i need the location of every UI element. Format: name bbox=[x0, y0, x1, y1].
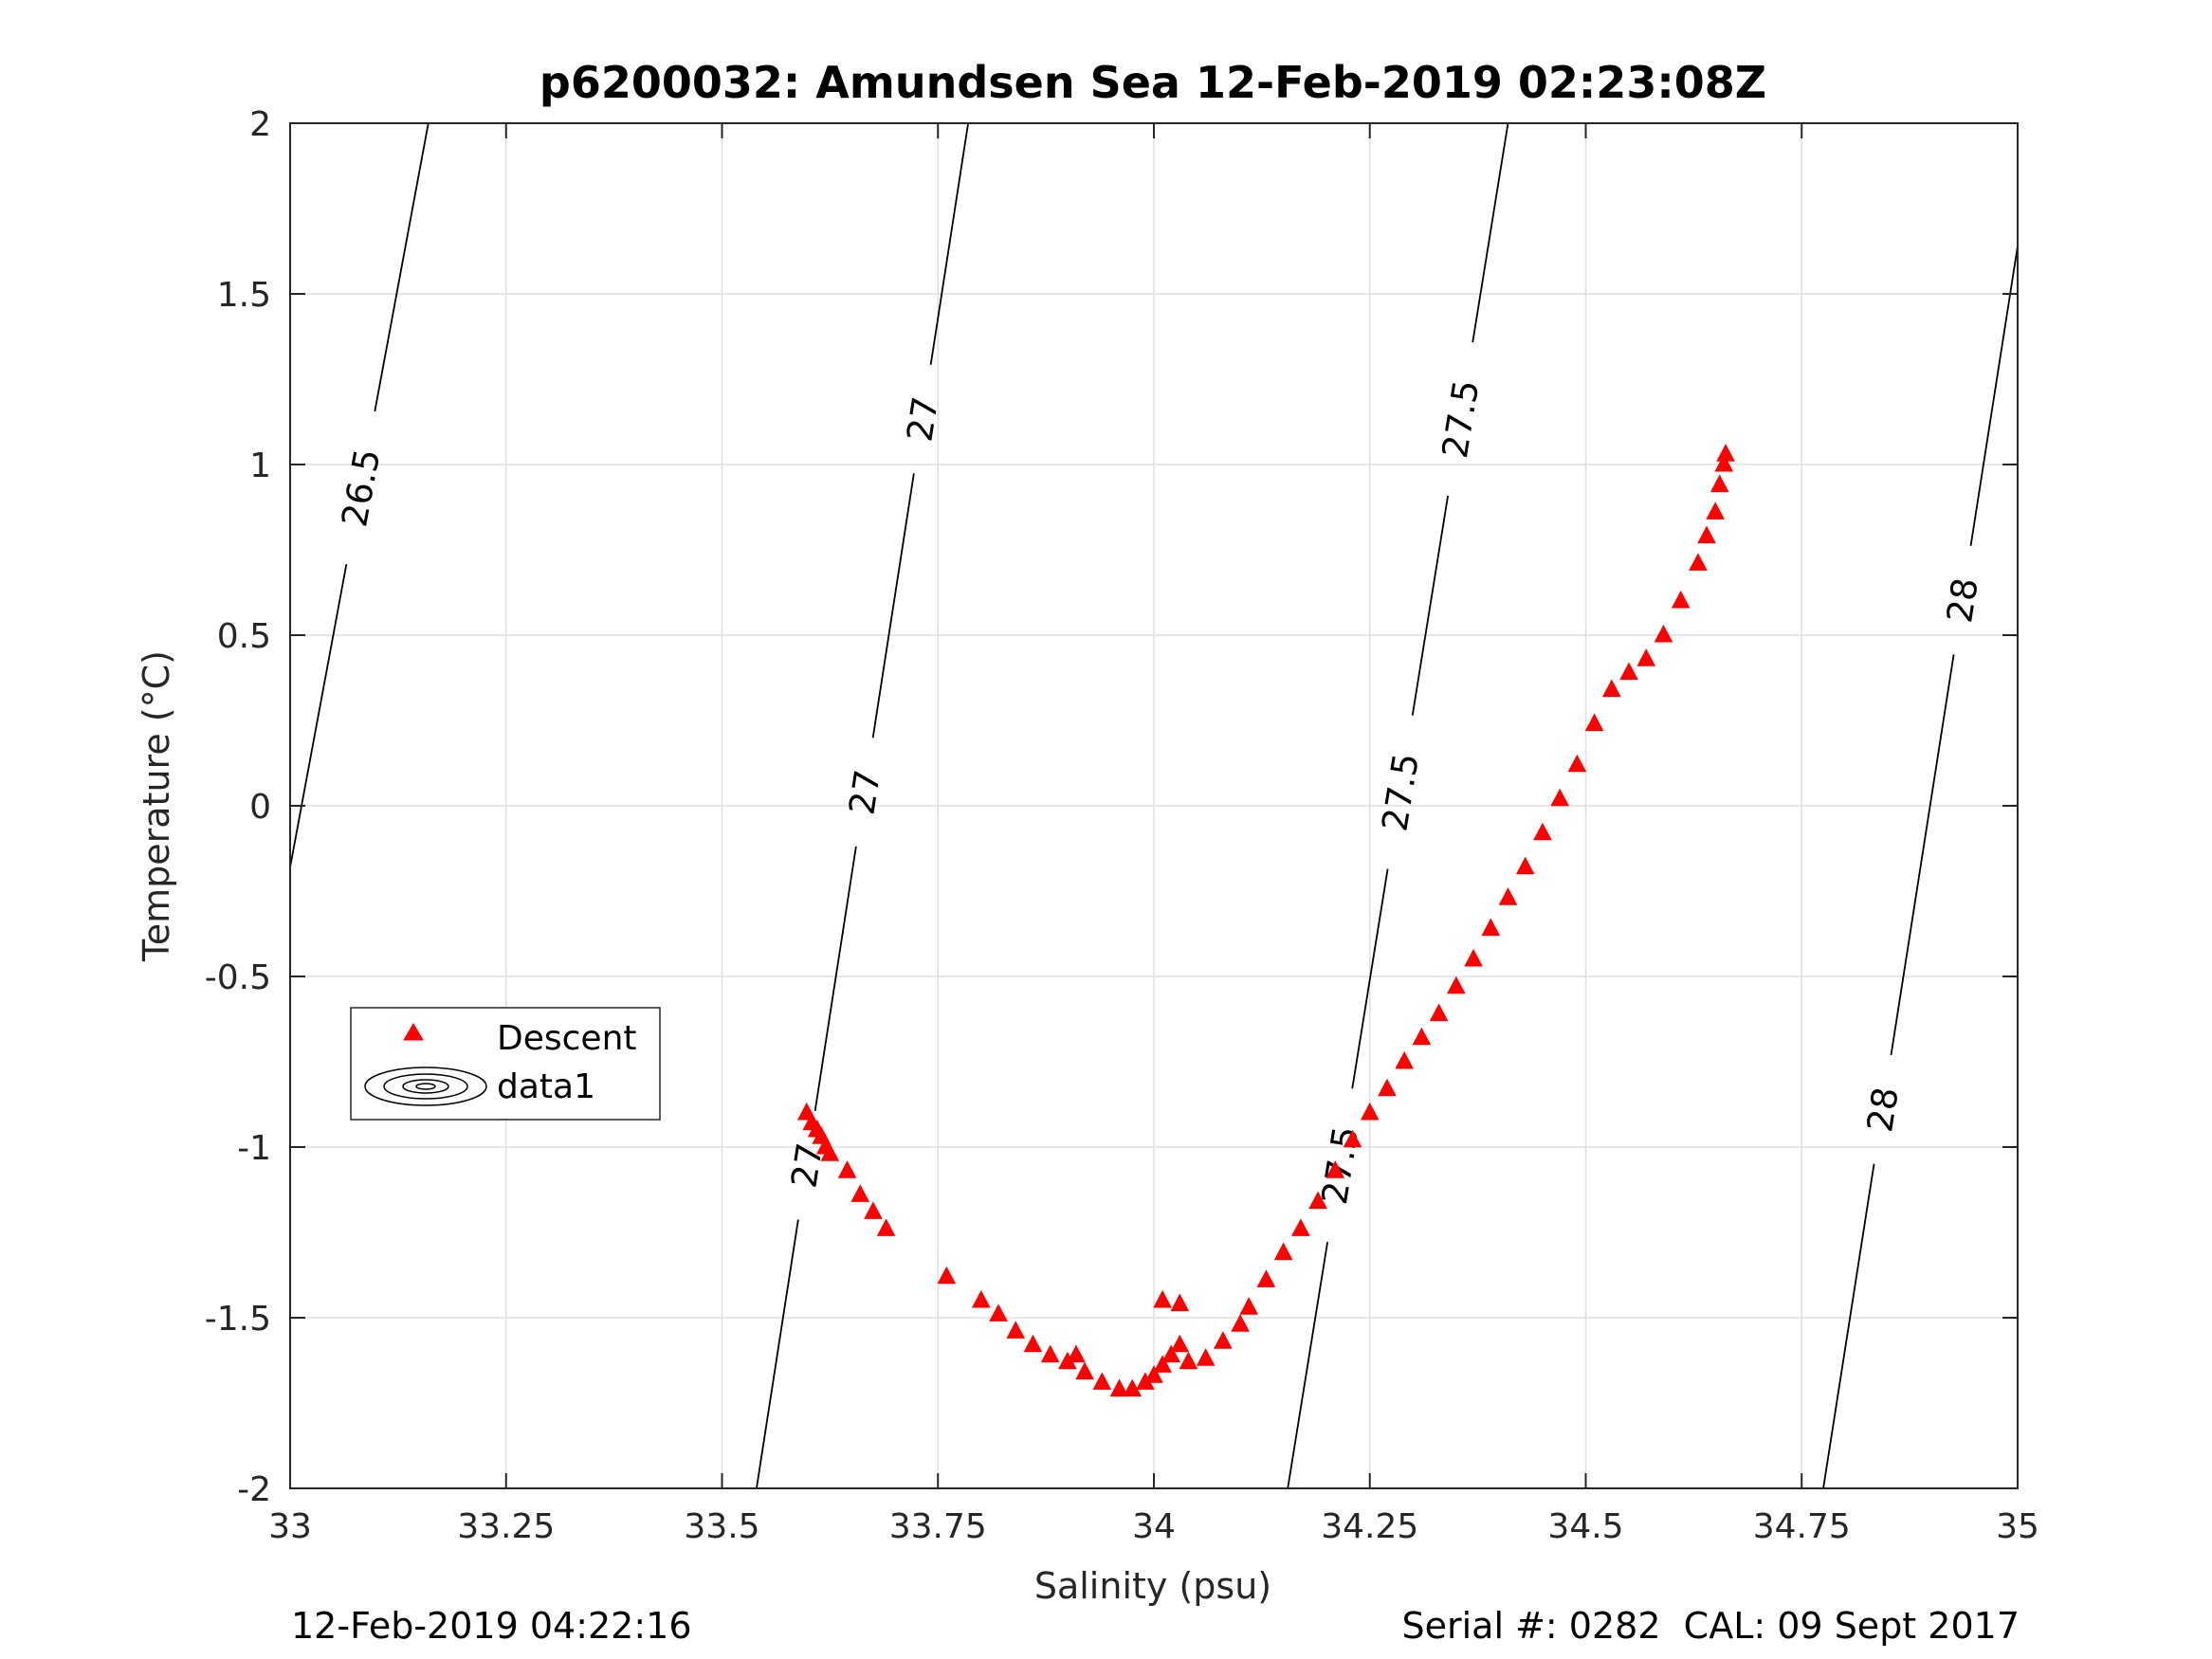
data-point bbox=[1716, 444, 1735, 462]
data-point bbox=[837, 1160, 857, 1178]
data-point bbox=[1395, 1050, 1415, 1069]
y-tick-label: 2 bbox=[249, 105, 271, 144]
footer-timestamp: 12-Feb-2019 04:22:16 bbox=[291, 1605, 692, 1647]
data-point bbox=[1601, 679, 1621, 698]
x-tick-label: 33.75 bbox=[889, 1507, 987, 1546]
data-point bbox=[1706, 501, 1725, 520]
y-tick-label: -2 bbox=[237, 1470, 271, 1509]
data-point bbox=[1153, 1355, 1172, 1373]
data-point bbox=[864, 1201, 883, 1219]
legend-box bbox=[350, 1007, 661, 1121]
y-axis-label: Temperature (°C) bbox=[136, 650, 177, 962]
data-point bbox=[1256, 1269, 1276, 1287]
data-point bbox=[1360, 1102, 1380, 1121]
data-point bbox=[937, 1266, 957, 1285]
data-point bbox=[989, 1304, 1008, 1322]
y-tick-label: -1 bbox=[237, 1129, 271, 1168]
contour-label: 27 bbox=[841, 767, 888, 817]
y-tick-label: -1.5 bbox=[205, 1300, 271, 1339]
data-point bbox=[1170, 1334, 1190, 1353]
data-point bbox=[1654, 624, 1673, 643]
data-point bbox=[1498, 887, 1518, 905]
data-point bbox=[1481, 918, 1501, 937]
data-point bbox=[1075, 1361, 1094, 1380]
data-point bbox=[1584, 713, 1604, 732]
contour-label: 28 bbox=[1939, 575, 1986, 626]
x-tick-label: 35 bbox=[1996, 1507, 2039, 1546]
data-point bbox=[1714, 453, 1734, 472]
data-point bbox=[1636, 648, 1656, 666]
data-point bbox=[1515, 856, 1535, 875]
data-point bbox=[1567, 754, 1587, 773]
legend-contour-icon bbox=[364, 1066, 487, 1106]
y-tick-label: 0.5 bbox=[217, 617, 271, 656]
contour-label: 27 bbox=[899, 394, 946, 445]
data-point bbox=[1023, 1334, 1043, 1353]
data-point bbox=[1161, 1344, 1181, 1363]
data-point bbox=[1092, 1372, 1112, 1390]
data-point bbox=[1239, 1297, 1259, 1315]
grid bbox=[289, 122, 2019, 1489]
x-tick-label: 34.75 bbox=[1753, 1507, 1851, 1546]
data-point bbox=[971, 1289, 991, 1308]
legend-triangle-icon bbox=[403, 1023, 424, 1041]
data-point bbox=[1343, 1129, 1362, 1148]
data-point bbox=[1006, 1321, 1026, 1339]
data-point bbox=[1067, 1344, 1086, 1363]
x-tick-label: 33.5 bbox=[684, 1507, 759, 1546]
isopycnal-line-27-5 bbox=[1287, 122, 1509, 1489]
isopycnal-line-28 bbox=[1822, 246, 2019, 1489]
descent-series bbox=[796, 444, 1735, 1397]
data-point bbox=[1709, 474, 1729, 493]
data-point bbox=[1196, 1348, 1216, 1366]
y-tick-label: 0 bbox=[249, 788, 271, 827]
data-point bbox=[1123, 1378, 1143, 1397]
data-point bbox=[1153, 1289, 1172, 1308]
data-point bbox=[1273, 1242, 1293, 1261]
data-point bbox=[1619, 662, 1638, 681]
data-point bbox=[1697, 525, 1716, 544]
data-point bbox=[1291, 1218, 1310, 1236]
x-tick-label: 33.25 bbox=[457, 1507, 555, 1546]
data-point bbox=[1144, 1365, 1163, 1383]
data-point bbox=[1231, 1314, 1250, 1332]
contour-label: 28 bbox=[1859, 1085, 1907, 1135]
data-point bbox=[1179, 1351, 1198, 1370]
isopycnal-line-27 bbox=[756, 122, 970, 1489]
legend: Descent data1 bbox=[350, 1007, 661, 1121]
data-point bbox=[1447, 975, 1466, 994]
axis-ticks: 33 33.25 33.5 33.75 34 34.25 34.5 34.75 35 -2 -1.5… bbox=[205, 105, 2039, 1546]
data-point bbox=[1109, 1378, 1129, 1397]
x-tick-label: 33 bbox=[268, 1507, 312, 1546]
data-point bbox=[1429, 1003, 1449, 1022]
data-point bbox=[1550, 788, 1570, 807]
x-axis-label: Salinity (psu) bbox=[1034, 1565, 1271, 1607]
data-point bbox=[1533, 822, 1552, 841]
chart-title: p6200032: Amundsen Sea 12-Feb-2019 02:23… bbox=[539, 57, 1766, 108]
data-point bbox=[1464, 948, 1483, 967]
data-point bbox=[1040, 1344, 1060, 1363]
data-point bbox=[850, 1184, 870, 1202]
data-point bbox=[1671, 590, 1691, 609]
y-tick-label: 1 bbox=[249, 447, 271, 485]
data-point bbox=[1378, 1078, 1397, 1097]
footer-serial-cal: Serial #: 0282 CAL: 09 Sept 2017 bbox=[1401, 1605, 2020, 1647]
data-point bbox=[1214, 1331, 1233, 1349]
x-tick-label: 34.25 bbox=[1321, 1507, 1418, 1546]
data-point bbox=[876, 1218, 896, 1236]
data-point bbox=[1325, 1160, 1345, 1178]
data-point bbox=[820, 1143, 840, 1161]
legend-entry-data1: data1 bbox=[497, 1067, 595, 1106]
data-point bbox=[1308, 1191, 1327, 1210]
data-point bbox=[1170, 1293, 1190, 1312]
data-point bbox=[1412, 1027, 1432, 1046]
y-tick-label: -0.5 bbox=[205, 958, 271, 997]
isopycnal-line-26-5 bbox=[289, 122, 430, 867]
y-tick-label: 1.5 bbox=[217, 276, 271, 315]
data-point bbox=[1689, 553, 1708, 571]
legend-entry-descent: Descent bbox=[497, 1019, 637, 1058]
x-tick-label: 34 bbox=[1132, 1507, 1176, 1546]
x-tick-label: 34.5 bbox=[1547, 1507, 1623, 1546]
